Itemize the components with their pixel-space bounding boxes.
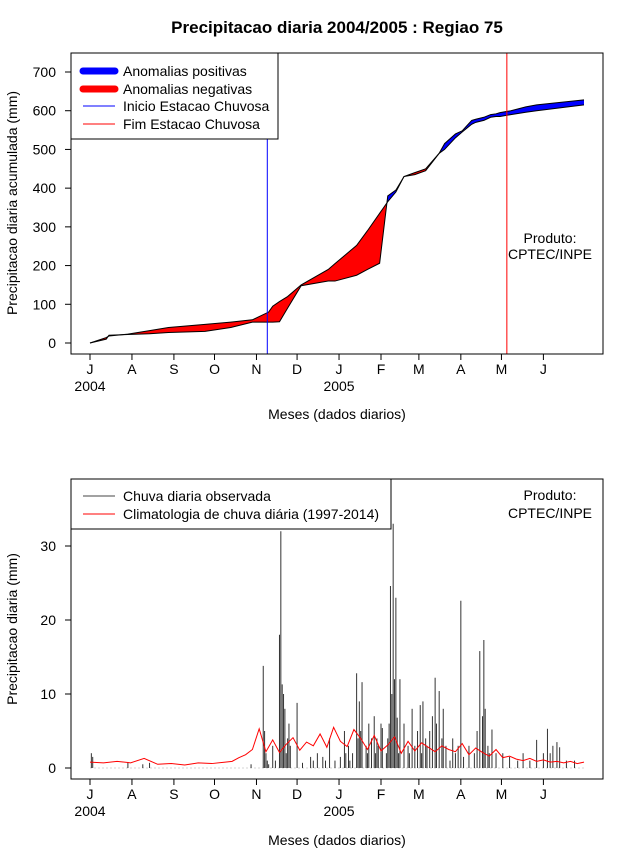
positive-anomaly-area <box>387 176 404 203</box>
observed-cumulative-line <box>89 99 585 344</box>
cumulative-x-tick-label: N <box>251 361 261 377</box>
negative-anomaly-area <box>121 203 387 335</box>
cumulative-x-tick-label: A <box>456 361 466 377</box>
daily-x-tick-label: A <box>456 786 466 802</box>
cumulative-x-tick-label: F <box>377 361 386 377</box>
cumulative-x-axis-label: Meses (dados diarios) <box>268 406 406 422</box>
cumulative-y-tick-label: 500 <box>33 141 57 157</box>
daily-x-tick-label: J <box>336 786 343 802</box>
climatology-daily-line <box>89 725 585 766</box>
cumulative-y-tick-label: 100 <box>33 296 57 312</box>
legend-label-fim-estacao-chuvosa: Fim Estacao Chuvosa <box>123 116 260 132</box>
daily-x-tick-label: F <box>377 786 386 802</box>
daily-y-tick-label: 10 <box>40 686 56 702</box>
cumulative-x-tick-label: M <box>413 361 425 377</box>
cumulative-x-tick-label: D <box>292 361 302 377</box>
daily-year-label: 2004 <box>74 803 105 819</box>
cumulative-x-tick-label: O <box>209 361 220 377</box>
daily-x-tick-label: A <box>127 786 137 802</box>
cumulative-x-tick-label: J <box>540 361 547 377</box>
daily-x-tick-label: O <box>209 786 220 802</box>
legend-label-anomalias-negativas: Anomalias negativas <box>123 81 252 97</box>
daily-plot-area <box>89 523 585 769</box>
daily-x-tick-label: D <box>292 786 302 802</box>
cumulative-legend: Anomalias positivas Anomalias negativas … <box>70 52 279 140</box>
cumulative-x-tick-label: M <box>496 361 508 377</box>
cumulative-plot-area <box>89 53 585 354</box>
cumulative-y-tick-label: 0 <box>48 335 56 351</box>
cumulative-x-tick-label: J <box>336 361 343 377</box>
daily-x-axis-label: Meses (dados diarios) <box>268 832 406 848</box>
daily-annotation-line-2: CPTEC/INPE <box>508 505 592 521</box>
daily-x-tick-label: M <box>413 786 425 802</box>
daily-x-tick-label: J <box>540 786 547 802</box>
cumulative-legend-box <box>70 52 279 140</box>
negative-anomaly-area <box>404 154 439 177</box>
cumulative-year-label: 2004 <box>74 378 105 394</box>
legend-label-inicio-estacao-chuvosa: Inicio Estacao Chuvosa <box>123 98 270 114</box>
cumulative-y-tick-label: 400 <box>33 180 57 196</box>
cumulative-y-tick-label: 200 <box>33 258 57 274</box>
daily-year-label: 2005 <box>323 803 354 819</box>
daily-x-tick-label: M <box>496 786 508 802</box>
chart-title: Precipitacao diaria 2004/2005 : Regiao 7… <box>171 18 503 37</box>
daily-y-tick-label: 20 <box>40 612 56 628</box>
cumulative-y-tick-label: 300 <box>33 219 57 235</box>
daily-y-axis-label: Precipitacao diaria (mm) <box>4 553 20 705</box>
legend-label-climatologia: Climatologia de chuva diária (1997-2014) <box>123 506 379 522</box>
daily-x-tick-label: S <box>169 786 178 802</box>
legend-label-anomalias-positivas: Anomalias positivas <box>123 63 247 79</box>
cumulative-annotation-line-1: Produto: <box>524 230 577 246</box>
daily-y-tick-label: 0 <box>48 760 56 776</box>
cumulative-x-tick-label: A <box>127 361 137 377</box>
cumulative-y-tick-label: 600 <box>33 103 57 119</box>
daily-x-tick-label: J <box>87 786 94 802</box>
cumulative-y-axis-label: Precipitacao diaria acumulada (mm) <box>4 91 20 315</box>
daily-legend-box <box>70 478 392 530</box>
cumulative-x-tick-label: J <box>87 361 94 377</box>
cumulative-year-label: 2005 <box>323 378 354 394</box>
legend-label-chuva-diaria-observada: Chuva diaria observada <box>123 488 271 504</box>
daily-legend: Chuva diaria observada Climatologia de c… <box>70 478 392 530</box>
cumulative-x-tick-label: S <box>169 361 178 377</box>
daily-x-tick-label: N <box>251 786 261 802</box>
daily-annotation-line-1: Produto: <box>524 487 577 503</box>
daily-y-tick-label: 30 <box>40 538 56 554</box>
cumulative-annotation-line-2: CPTEC/INPE <box>508 246 592 262</box>
cumulative-y-tick-label: 700 <box>33 64 57 80</box>
climatology-cumulative-line <box>89 104 585 344</box>
